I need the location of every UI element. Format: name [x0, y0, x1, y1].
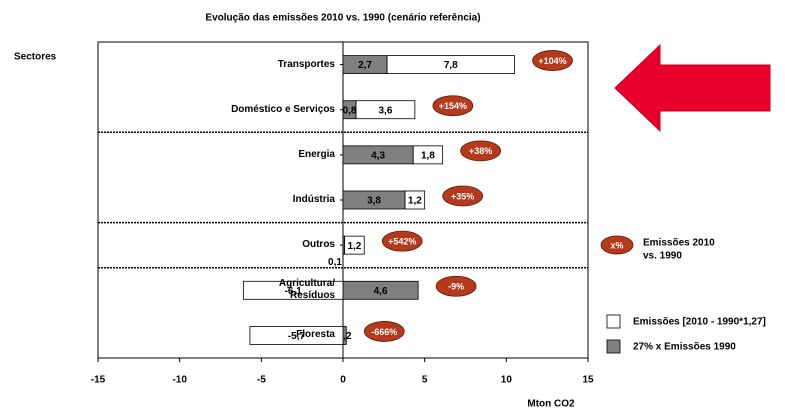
x-tick-label: -10: [172, 375, 187, 386]
category-label: Indústria: [292, 194, 335, 205]
category-label: Doméstico e Serviços: [231, 103, 335, 115]
legend-note-ellipse: [600, 235, 634, 255]
value-label: 3,8: [367, 196, 381, 207]
category-label: Agricultura/ Resíduos: [278, 278, 335, 302]
x-tick-label: 0: [340, 375, 346, 386]
bar: [386, 55, 515, 74]
value-label: -6,1: [285, 286, 303, 297]
annotation: -9%: [448, 282, 464, 292]
value-label: 3,6: [379, 105, 393, 116]
x-tick-label: -5: [257, 375, 266, 386]
legend-swatch: [606, 314, 621, 329]
category-label: Energia: [298, 148, 335, 160]
annotation: -666%: [371, 327, 397, 337]
value-label: 0,8: [343, 105, 357, 116]
bar: [404, 190, 426, 210]
value-label: 1,2: [408, 196, 422, 207]
value-label: -5,7: [288, 331, 306, 342]
annotation: +542%: [388, 237, 416, 247]
arrow: [614, 43, 771, 133]
bar: [412, 145, 444, 165]
bar: [344, 235, 365, 255]
annotation-ellipse: [460, 140, 502, 162]
annotation: +38%: [469, 146, 492, 156]
x-tick-label: 5: [422, 375, 428, 386]
bar: [249, 326, 344, 345]
bar: [242, 280, 344, 300]
legend-swatch: [606, 339, 621, 354]
value-label: 0,1: [328, 257, 342, 268]
value-label: 7,8: [444, 60, 458, 71]
chart-title: Evolução das emissões 2010 vs. 1990 (cen…: [205, 13, 480, 24]
annotation: +35%: [451, 191, 474, 201]
y-axis-label: Sectores: [14, 52, 57, 63]
category-label: Floresta: [296, 329, 335, 341]
legend-label: 27% x Emissões 1990: [633, 342, 736, 353]
x-axis-label: Mton CO2: [527, 399, 575, 410]
annotation-ellipse: [435, 275, 477, 297]
value-label: 1,8: [421, 150, 435, 161]
category-label: Outros: [302, 239, 335, 251]
annotation: +154%: [439, 101, 467, 111]
annotation-ellipse: [442, 185, 484, 207]
annotation-ellipse: [532, 50, 573, 71]
category-label: Transportes: [277, 58, 335, 70]
legend-label: Emissões [2010 - 1990*1,27]: [633, 317, 766, 328]
annotation: +104%: [538, 56, 566, 66]
x-tick-label: 10: [501, 375, 513, 386]
annotation-ellipse: [432, 95, 474, 117]
value-label: 4,6: [374, 286, 388, 297]
annotation-ellipse: [381, 230, 423, 252]
value-label: 4,3: [371, 150, 385, 161]
value-label: 1,2: [347, 241, 361, 252]
legend-note-symbol: x%: [610, 240, 623, 250]
legend-note-text: vs. 1990: [643, 251, 682, 262]
value-label: 2,7: [358, 60, 372, 71]
bar: [355, 100, 416, 120]
x-tick-label: 15: [582, 375, 594, 386]
legend-note-text: Emissões 2010: [643, 238, 715, 249]
value-label: 0,2: [338, 331, 352, 342]
annotation-ellipse: [363, 321, 405, 342]
x-tick-label: -15: [91, 375, 106, 386]
